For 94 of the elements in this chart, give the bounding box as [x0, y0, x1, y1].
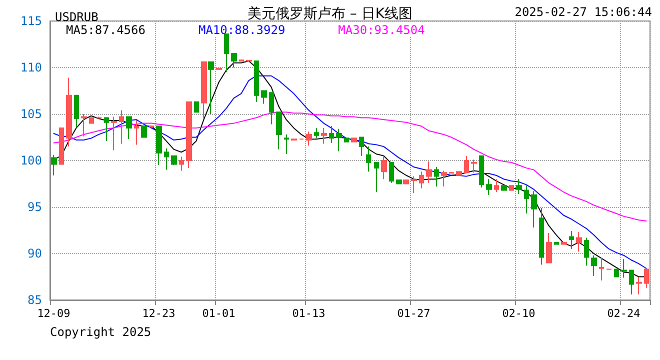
candlestick [351, 138, 357, 142]
candlestick [621, 258, 627, 278]
candlestick [89, 117, 94, 124]
candlestick [494, 178, 499, 193]
candlestick [276, 112, 282, 150]
text: MA5:87.4566 [66, 23, 146, 37]
candlestick [119, 110, 124, 144]
candlestick [576, 232, 582, 252]
text: MA30:93.4504 [338, 23, 425, 37]
candlestick [471, 159, 477, 174]
candlestick [156, 126, 162, 166]
candlestick [171, 155, 177, 166]
candlestick [261, 90, 267, 104]
text: 2025-02-27 15:06:44 [514, 5, 652, 19]
text: MA10:88.3929 [198, 23, 286, 37]
candlestick [561, 242, 567, 245]
candlestick [381, 155, 387, 180]
candlestick [366, 146, 371, 172]
candlestick [201, 61, 207, 120]
candlestick [374, 162, 379, 193]
candlestick [186, 101, 192, 168]
y-tick-label: 90 [28, 246, 42, 260]
candlestick [254, 60, 259, 102]
candlestick [134, 120, 139, 146]
candlestick [208, 61, 214, 114]
candlestick [441, 170, 447, 188]
line-series [53, 112, 647, 222]
candlestick [554, 242, 559, 245]
y-tick-label: 105 [20, 107, 42, 121]
candlestick [389, 162, 394, 184]
candlestick [531, 190, 537, 228]
x-tick-label: 12-23 [142, 307, 176, 320]
candlestick [419, 171, 424, 189]
candlestick [306, 131, 312, 146]
candlestick [59, 127, 64, 165]
candlestick [314, 127, 319, 139]
candlestick [164, 148, 169, 170]
y-tick-label: 110 [20, 60, 42, 74]
candlestick [194, 101, 199, 113]
candlestick [486, 178, 492, 196]
candlestick [224, 34, 229, 73]
candlestick [411, 176, 417, 194]
candlestick [629, 270, 634, 295]
candlestick [434, 166, 439, 188]
candlestick [644, 268, 649, 288]
x-tick-label: 01-13 [292, 307, 326, 320]
candlestick [599, 258, 604, 281]
text: Copyright 2025 [50, 325, 152, 339]
chart-title: 美元俄罗斯卢布 – 日K线图 [247, 6, 413, 22]
candlestick [636, 276, 642, 295]
candlestick [396, 180, 402, 184]
candlestick [539, 207, 544, 266]
candlestick [81, 114, 87, 137]
x-tick-label: 02-10 [502, 307, 536, 320]
candlestick [524, 185, 529, 214]
candlestick [51, 154, 57, 176]
x-tick-label: 12-09 [37, 307, 70, 320]
y-tick-label: 95 [28, 200, 42, 214]
candlestick [509, 185, 514, 191]
candlestick [269, 92, 274, 125]
candlestick [126, 116, 132, 140]
candlestick [591, 254, 597, 276]
candlestick [426, 160, 432, 184]
chart-subtitle: USDRUB [55, 10, 98, 24]
candlestick [284, 134, 289, 154]
candlestick [569, 230, 574, 250]
candlestick [321, 127, 327, 144]
y-tick-label: 100 [20, 154, 42, 168]
candlestick [111, 116, 117, 151]
candlestick [231, 53, 237, 68]
candlestick [179, 156, 184, 172]
candlestick [336, 128, 342, 152]
candlestick [516, 178, 522, 194]
candlestick [66, 77, 72, 148]
candlestick [479, 155, 484, 188]
candlestick [329, 126, 334, 144]
y-tick-label: 115 [20, 14, 42, 28]
x-tick-label: 02-24 [607, 307, 641, 320]
x-tick-label: 01-01 [202, 307, 236, 320]
candlestick [344, 138, 349, 142]
candlestick [584, 237, 589, 266]
candlestick [96, 116, 102, 120]
candlestick [456, 171, 462, 176]
candlestick [614, 268, 619, 278]
candlestick [359, 136, 364, 156]
candlestick [546, 232, 552, 264]
candlestick [104, 117, 109, 142]
candlestick [74, 94, 79, 128]
candlestick [464, 155, 469, 174]
y-tick-label: 85 [28, 293, 42, 307]
candlestick [141, 126, 147, 138]
candlestick [403, 180, 409, 184]
x-tick-label: 01-27 [397, 307, 430, 320]
candlestick [501, 185, 507, 191]
